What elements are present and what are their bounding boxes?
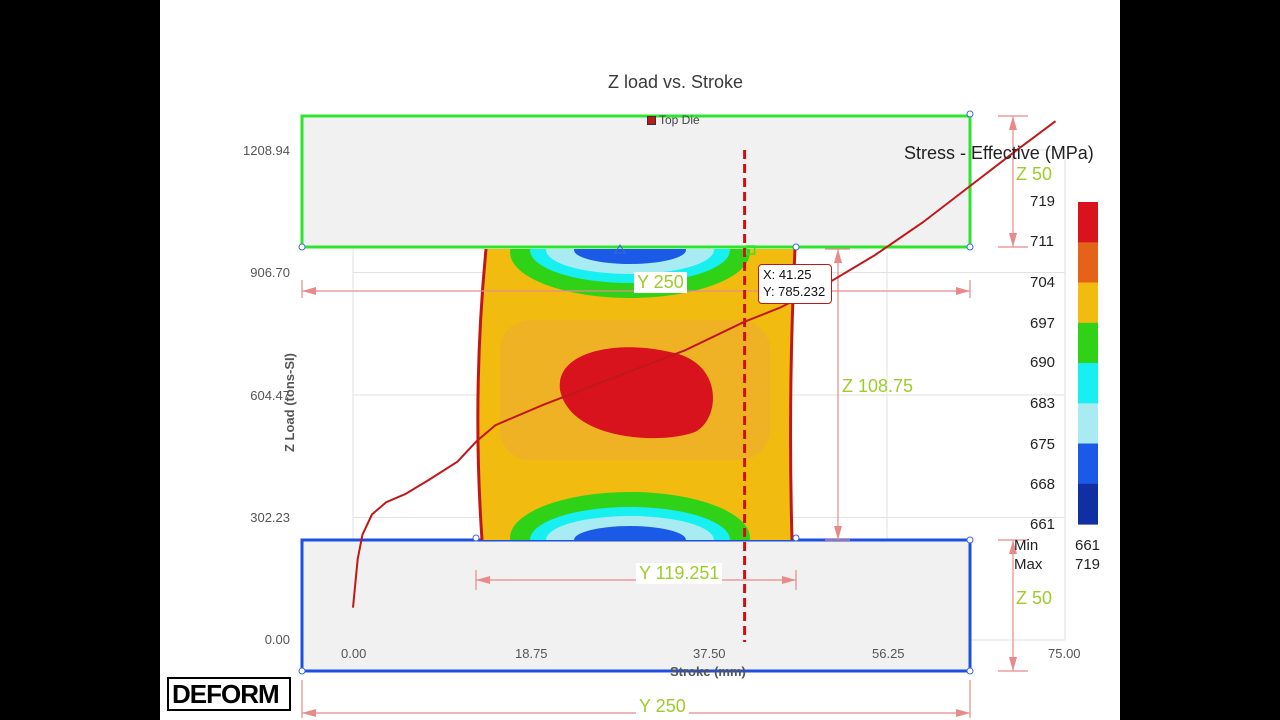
cursor-readout: X: 41.25 Y: 785.232 bbox=[758, 264, 832, 304]
colorbar-segment bbox=[1078, 483, 1098, 525]
series-line-top-die bbox=[352, 120, 1057, 608]
legend-min-label: Min bbox=[1014, 537, 1039, 554]
colorbar-segment bbox=[1078, 363, 1098, 404]
legend-colorbar bbox=[1078, 202, 1098, 525]
x-tick-label: 75.00 bbox=[1048, 646, 1081, 661]
legend-value: 675 bbox=[1030, 436, 1056, 453]
legend-value: 711 bbox=[1030, 233, 1054, 250]
y-tick-label: 604.47 bbox=[250, 388, 290, 403]
legend-max-value: 719 bbox=[1075, 556, 1101, 573]
legend-value: 704 bbox=[1030, 274, 1056, 291]
x-tick-label: 37.50 bbox=[693, 646, 726, 661]
selection-handles bbox=[298, 110, 974, 675]
scene-canvas[interactable] bbox=[160, 0, 1120, 720]
legend-value: 690 bbox=[1030, 354, 1056, 371]
legend-value: 668 bbox=[1030, 476, 1056, 493]
legend-value: 719 bbox=[1030, 193, 1056, 210]
y-tick-label: 906.70 bbox=[250, 265, 290, 280]
legend-value: 697 bbox=[1030, 315, 1056, 332]
x-tick-label: 0.00 bbox=[341, 646, 367, 661]
colorbar-segment bbox=[1078, 403, 1098, 445]
billet-width-dimension: Y 119.251 bbox=[636, 563, 723, 584]
stress-legend-title: Stress - Effective (MPa) bbox=[904, 143, 1094, 163]
y-axis-title: Z Load (tons-SI) bbox=[282, 353, 297, 452]
bottom-die-height-dimension: Z 50 bbox=[1016, 588, 1053, 608]
y-tick-label: 0.00 bbox=[264, 632, 290, 647]
billet-height-dimension: Z 108.75 bbox=[842, 376, 914, 396]
series-legend-top-die: Top Die bbox=[647, 113, 700, 127]
cursor-handle[interactable] bbox=[745, 245, 756, 255]
legend-value: 683 bbox=[1030, 395, 1056, 412]
pin-marker bbox=[614, 244, 626, 254]
legend-min-value: 661 bbox=[1075, 537, 1101, 554]
legend-value: 661 bbox=[1030, 516, 1056, 533]
colorbar-segment bbox=[1078, 322, 1098, 364]
deform-viewport[interactable]: Z load vs. Stroke Top Die 1208.94 906.70… bbox=[160, 0, 1120, 720]
bottom-width-dimension: Y 250 bbox=[636, 696, 689, 717]
top-die[interactable] bbox=[300, 114, 972, 249]
top-width-dimension: Y 250 bbox=[634, 272, 687, 293]
x-tick-label: 56.25 bbox=[872, 646, 905, 661]
chart-title: Z load vs. Stroke bbox=[608, 72, 744, 92]
y-tick-label: 1208.94 bbox=[243, 143, 290, 158]
series-swatch bbox=[647, 116, 656, 126]
bottom-die[interactable] bbox=[300, 538, 972, 673]
legend-max-label: Max bbox=[1014, 556, 1043, 573]
top-die-height-dimension: Z 50 bbox=[1016, 164, 1053, 184]
cursor-y-value: Y: 785.232 bbox=[763, 284, 826, 299]
colorbar-segment bbox=[1078, 282, 1098, 324]
y-tick-label: 302.23 bbox=[250, 510, 290, 525]
colorbar-segment bbox=[1078, 202, 1098, 243]
colorbar-segment bbox=[1078, 242, 1098, 284]
cursor-x-value: X: 41.25 bbox=[763, 267, 812, 282]
dimension-arrowheads bbox=[302, 116, 1017, 717]
series-name: Top Die bbox=[659, 113, 700, 127]
x-tick-label: 18.75 bbox=[515, 646, 548, 661]
colorbar-segment bbox=[1078, 443, 1098, 485]
billet-workpiece[interactable] bbox=[460, 206, 820, 584]
deform-logo: DEFORM bbox=[167, 677, 291, 711]
x-axis-title: Stroke (mm) bbox=[670, 664, 746, 679]
